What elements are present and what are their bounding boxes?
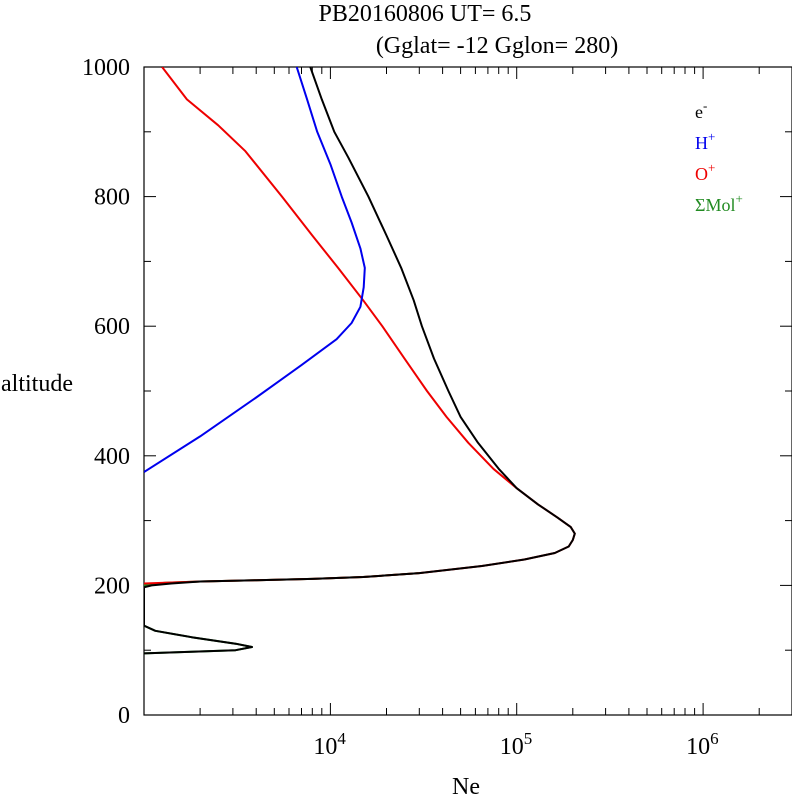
legend-item-superscript: + xyxy=(708,160,715,175)
x-tick-label-exponent: 4 xyxy=(337,729,346,748)
x-tick-label-exponent: 6 xyxy=(710,729,719,748)
chart-title-line1: PB20160806 UT= 6.5 xyxy=(319,1,532,27)
chart-title-line2: (Gglat= -12 Gglon= 280) xyxy=(376,33,618,59)
legend-item: H+ xyxy=(695,129,715,153)
x-tick-label: 104 xyxy=(313,729,346,760)
series-h-plus xyxy=(144,67,366,473)
series-o-plus xyxy=(144,67,576,585)
x-tick-label-exponent: 5 xyxy=(524,729,533,748)
x-tick-label: 106 xyxy=(686,729,719,760)
legend: e- H+ O+ ΣMol+ xyxy=(695,98,743,215)
y-tick-label: 200 xyxy=(94,573,130,599)
series-layer xyxy=(144,67,576,655)
y-axis-label: altitude xyxy=(1,371,73,397)
legend-item-superscript: + xyxy=(708,129,715,144)
x-tick-labels: 104 105 106 xyxy=(313,729,718,760)
legend-item-superscript: + xyxy=(735,191,742,206)
y-tick-label: 1000 xyxy=(82,55,130,81)
y-tick-label: 600 xyxy=(94,314,130,340)
x-tick-label: 105 xyxy=(500,729,533,760)
y-tick-label: 800 xyxy=(94,185,130,211)
series-mol-plus xyxy=(144,572,420,655)
legend-item: e- xyxy=(695,98,707,122)
x-axis-label: Ne xyxy=(452,774,480,796)
y-tick-label: 400 xyxy=(94,444,130,470)
series-e-minus xyxy=(144,67,576,655)
y-tick-labels: 0 200 400 600 800 1000 xyxy=(82,55,130,729)
legend-item-superscript: - xyxy=(703,98,707,113)
legend-item: O+ xyxy=(695,160,715,184)
y-tick-label: 0 xyxy=(118,703,130,729)
legend-item: ΣMol+ xyxy=(695,191,743,215)
